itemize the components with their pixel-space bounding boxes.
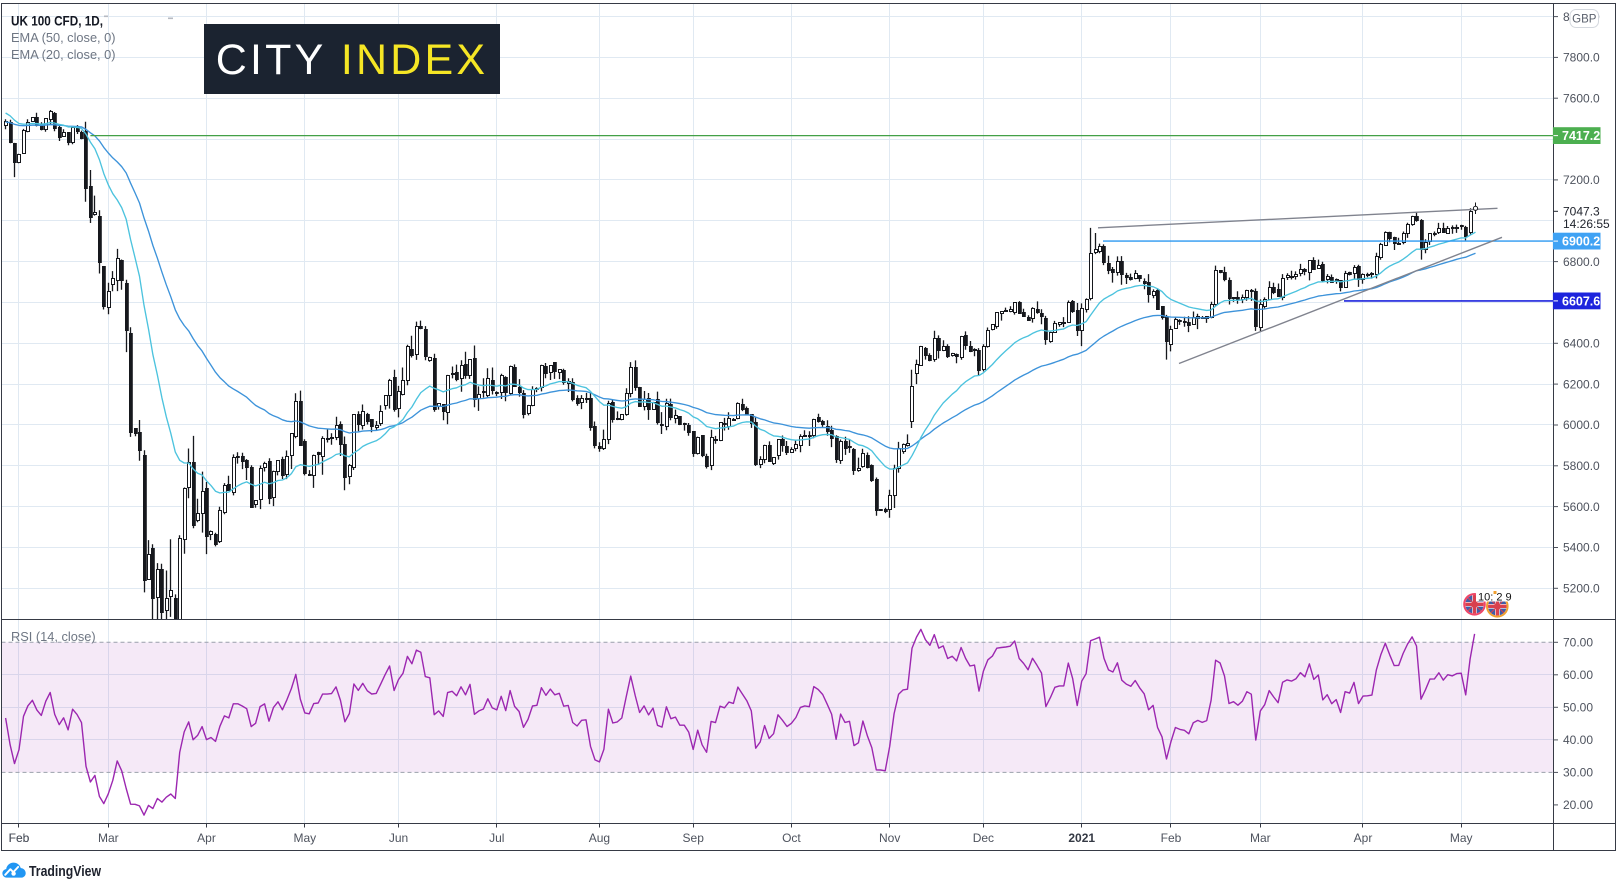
svg-text:14:26:55: 14:26:55 xyxy=(1563,217,1610,231)
svg-text:7600.0: 7600.0 xyxy=(1563,91,1600,105)
svg-text:Mar: Mar xyxy=(1250,831,1271,845)
svg-text:EMA (20, close, 0): EMA (20, close, 0) xyxy=(11,47,116,62)
svg-text:7800.0: 7800.0 xyxy=(1563,51,1600,65)
svg-text:10: 2 9: 10: 2 9 xyxy=(1478,592,1512,604)
svg-text:7200.0: 7200.0 xyxy=(1563,173,1600,187)
svg-text:Aug: Aug xyxy=(589,831,610,845)
svg-text:6800.0: 6800.0 xyxy=(1563,255,1600,269)
svg-text:GBP: GBP xyxy=(1572,14,1597,26)
svg-text:5600.0: 5600.0 xyxy=(1563,500,1600,514)
svg-text:5800.0: 5800.0 xyxy=(1563,459,1600,473)
svg-text:Dec: Dec xyxy=(973,831,994,845)
svg-text:Nov: Nov xyxy=(879,831,900,845)
svg-text:7047.3: 7047.3 xyxy=(1563,205,1600,219)
svg-text:Jun: Jun xyxy=(389,831,408,845)
svg-text:6400.0: 6400.0 xyxy=(1563,337,1600,351)
svg-text:50.00: 50.00 xyxy=(1563,701,1593,715)
svg-text:6900.2: 6900.2 xyxy=(1562,235,1600,249)
svg-text:Jul: Jul xyxy=(489,831,504,845)
svg-text:TradingView: TradingView xyxy=(29,863,101,880)
svg-text:May: May xyxy=(293,831,316,845)
svg-text:6200.0: 6200.0 xyxy=(1563,377,1600,391)
svg-text:Feb: Feb xyxy=(9,831,30,845)
svg-text:May: May xyxy=(1450,831,1473,845)
svg-text:6000.0: 6000.0 xyxy=(1563,418,1600,432)
svg-text:6607.6: 6607.6 xyxy=(1562,294,1600,308)
svg-text:20.00: 20.00 xyxy=(1563,798,1593,812)
svg-text:30.00: 30.00 xyxy=(1563,766,1593,780)
svg-text:Sep: Sep xyxy=(683,831,705,845)
svg-text:CITY INDEX: CITY INDEX xyxy=(216,36,489,84)
svg-text:UK 100 CFD, 1D,: UK 100 CFD, 1D, xyxy=(11,14,103,29)
svg-text:2021: 2021 xyxy=(1068,831,1095,845)
svg-text:5200.0: 5200.0 xyxy=(1563,582,1600,596)
svg-text:60.00: 60.00 xyxy=(1563,668,1593,682)
svg-text:Feb: Feb xyxy=(1161,831,1182,845)
svg-text:Mar: Mar xyxy=(98,831,119,845)
svg-text:Apr: Apr xyxy=(1354,831,1373,845)
svg-text:Apr: Apr xyxy=(197,831,216,845)
svg-text:RSI (14, close): RSI (14, close) xyxy=(11,629,96,644)
svg-text:EMA (50, close, 0): EMA (50, close, 0) xyxy=(11,30,116,45)
svg-text:40.00: 40.00 xyxy=(1563,733,1593,747)
svg-text:Oct: Oct xyxy=(782,831,801,845)
svg-text:5400.0: 5400.0 xyxy=(1563,541,1600,555)
svg-text:Feb: Feb xyxy=(9,831,30,845)
svg-text:7417.2: 7417.2 xyxy=(1562,129,1600,143)
svg-text:70.00: 70.00 xyxy=(1563,636,1593,650)
